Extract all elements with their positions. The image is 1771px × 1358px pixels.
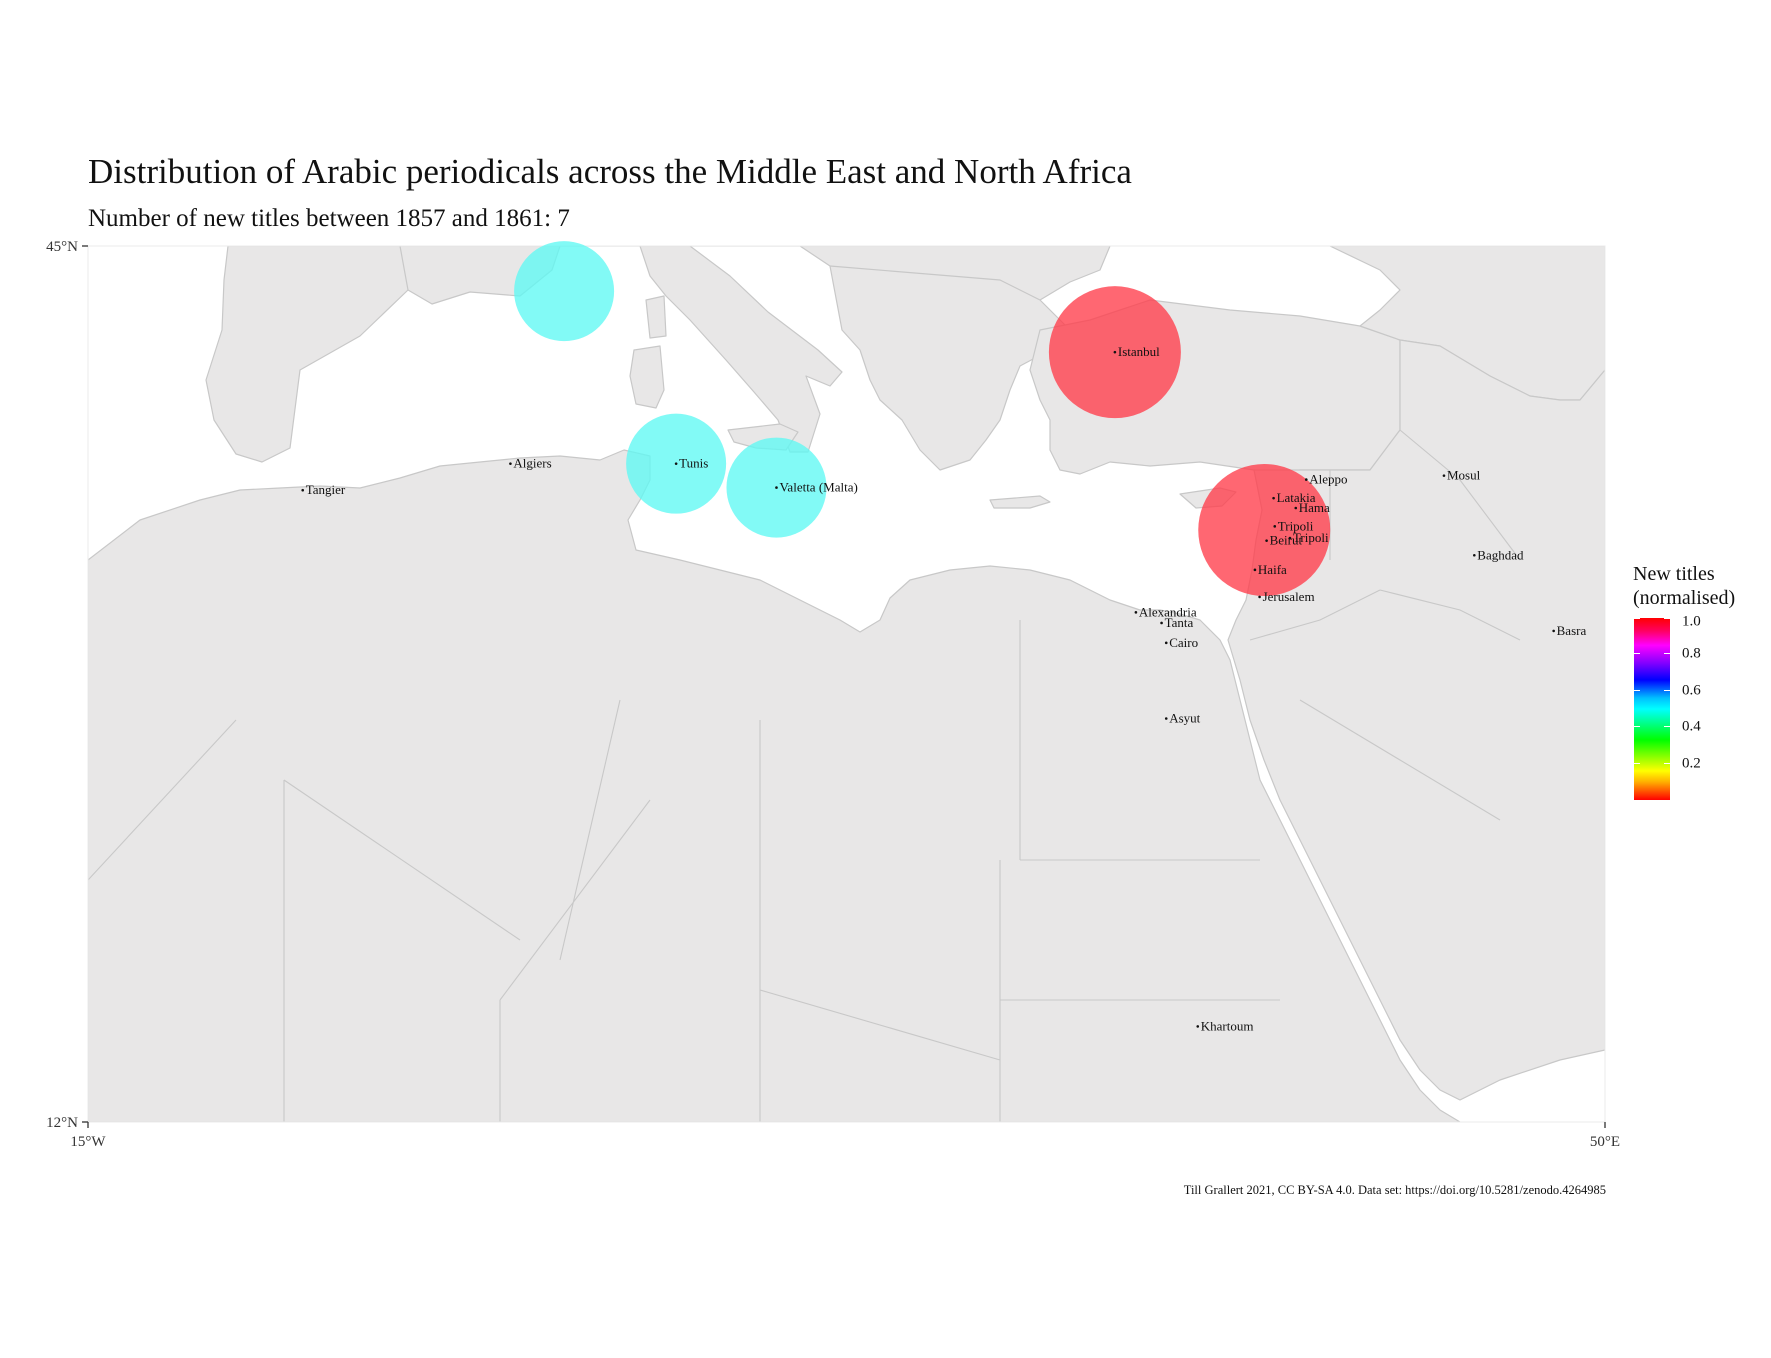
marker-0 xyxy=(514,241,615,342)
legend-label-2: 0.6 xyxy=(1682,682,1701,699)
city-label-10: Tripoli xyxy=(1293,530,1329,545)
city-label-11: Haifa xyxy=(1258,562,1287,577)
lat-tick-bottom: 12°N xyxy=(46,1115,78,1131)
city-dot-20 xyxy=(1552,629,1555,633)
legend-label-4: 0.2 xyxy=(1682,755,1701,772)
city-dot-13 xyxy=(1134,611,1138,614)
marker-4 xyxy=(1198,464,1331,597)
city-dot-12 xyxy=(1258,595,1261,599)
land-italy xyxy=(639,246,843,453)
city-label-4: Istanbul xyxy=(1118,344,1160,359)
city-label-1: Algiers xyxy=(513,456,551,471)
city-label-7: Hama xyxy=(1299,500,1330,515)
city-label-5: Aleppo xyxy=(1309,472,1347,487)
city-dot-3 xyxy=(775,486,778,489)
city-label-2: Tunis xyxy=(679,456,708,471)
legend-colorbar xyxy=(1634,618,1670,800)
city-label-14: Tanta xyxy=(1165,615,1194,630)
city-label-8: Tripoli xyxy=(1278,518,1314,533)
map-caption: Till Grallert 2021, CC BY-SA 4.0. Data s… xyxy=(1183,1183,1606,1197)
land-north-africa xyxy=(88,449,1461,1122)
city-label-6: Latakia xyxy=(1277,490,1316,505)
city-label-20: Basra xyxy=(1557,623,1587,638)
city-dot-14 xyxy=(1160,621,1163,625)
legend-label-3: 0.4 xyxy=(1682,718,1701,735)
border-lines xyxy=(88,429,1521,1122)
legend-label-1: 0.8 xyxy=(1682,645,1701,662)
city-label-16: Asyut xyxy=(1169,711,1200,726)
map-title: Distribution of Arabic periodicals acros… xyxy=(88,152,1132,191)
city-label-17: Khartoum xyxy=(1201,1018,1254,1033)
legend-title-line1: New titles xyxy=(1633,563,1715,585)
city-label-18: Mosul xyxy=(1447,468,1481,483)
city-dot-6 xyxy=(1272,496,1275,500)
legend-title: New titles (normalised) xyxy=(1633,562,1735,610)
city-label-0: Tangier xyxy=(306,482,346,497)
city-label-15: Cairo xyxy=(1169,635,1198,650)
city-dot-5 xyxy=(1304,478,1308,481)
city-dot-0 xyxy=(301,488,305,492)
map-subtitle: Number of new titles between 1857 and 18… xyxy=(88,205,570,232)
lat-tick-top: 45°N xyxy=(46,239,78,255)
city-label-3: Valetta (Malta) xyxy=(779,480,857,495)
city-label-13: Alexandria xyxy=(1139,604,1197,619)
city-dot-4 xyxy=(1113,350,1117,354)
city-dot-8 xyxy=(1273,525,1277,528)
land-corsica xyxy=(645,295,667,339)
city-dot-9 xyxy=(1265,539,1268,542)
city-dot-11 xyxy=(1253,568,1257,572)
land-crete xyxy=(989,495,1051,509)
city-dot-17 xyxy=(1196,1025,1200,1028)
lon-tick-right: 50°E xyxy=(1590,1134,1620,1150)
city-label-19: Baghdad xyxy=(1477,547,1524,562)
legend-label-0: 1.0 xyxy=(1682,613,1701,630)
city-dot-16 xyxy=(1164,717,1168,720)
city-dot-15 xyxy=(1164,641,1168,645)
land-sardinia xyxy=(629,345,665,409)
city-dot-7 xyxy=(1294,506,1298,510)
city-dot-2 xyxy=(674,462,678,465)
city-dot-19 xyxy=(1473,553,1476,557)
city-label-12: Jerusalem xyxy=(1263,589,1315,604)
plot-frame xyxy=(87,245,1606,1123)
city-dot-18 xyxy=(1442,474,1446,477)
legend-title-line2: (normalised) xyxy=(1633,587,1736,609)
city-dot-1 xyxy=(509,462,512,465)
city-dot-10 xyxy=(1288,536,1292,540)
city-label-9: Beirut xyxy=(1270,533,1303,548)
lon-tick-left: 15°W xyxy=(70,1134,106,1150)
